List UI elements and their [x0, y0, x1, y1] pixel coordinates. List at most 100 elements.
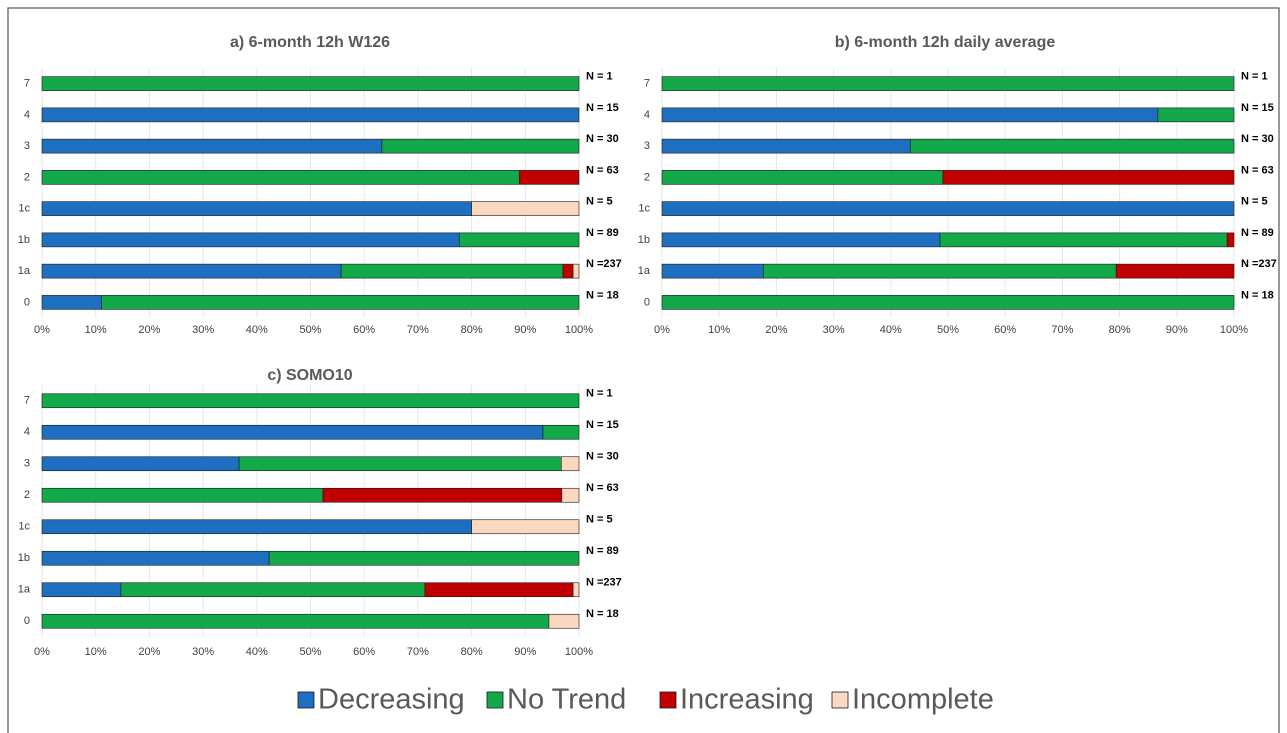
- n-label: N = 89: [586, 227, 619, 239]
- x-tick-label: 90%: [514, 646, 536, 658]
- y-tick-label: 4: [24, 109, 30, 121]
- n-label: N = 30: [586, 451, 619, 463]
- bar-segment: [661, 232, 941, 248]
- bar-segment: [762, 263, 1117, 279]
- n-label: N = 15: [1241, 102, 1274, 114]
- legend-swatch: [831, 691, 849, 709]
- n-label: N =237: [586, 577, 622, 589]
- bar-segment: [41, 170, 520, 185]
- y-tick-label: 1b: [18, 234, 30, 246]
- bar-segment: [560, 456, 580, 472]
- n-label: N = 5: [586, 196, 613, 208]
- bar-segment: [41, 456, 240, 472]
- x-tick-label: 70%: [1051, 324, 1073, 336]
- x-tick-label: 100%: [565, 324, 593, 336]
- x-tick-label: 60%: [994, 324, 1016, 336]
- x-tick-label: 30%: [192, 646, 214, 658]
- bar-segment: [661, 76, 1235, 91]
- frame: [7, 7, 1280, 733]
- n-label: N = 18: [586, 608, 619, 620]
- y-tick-label: 3: [24, 458, 30, 470]
- bar-segment: [41, 550, 270, 566]
- n-label: N =237: [586, 258, 622, 270]
- x-tick-label: 20%: [138, 324, 160, 336]
- bar-segment: [661, 263, 764, 279]
- x-tick-label: 0%: [654, 324, 670, 336]
- bar-segment: [548, 613, 580, 629]
- bar-segment: [41, 263, 342, 279]
- y-tick-label: 1c: [638, 203, 650, 215]
- x-tick-label: 20%: [138, 646, 160, 658]
- x-tick-label: 70%: [407, 646, 429, 658]
- bar-segment: [1226, 232, 1235, 248]
- bar-segment: [519, 170, 580, 185]
- bar-segment: [381, 138, 580, 154]
- bar-segment: [572, 582, 580, 598]
- y-tick-label: 1c: [18, 203, 30, 215]
- y-tick-label: 7: [24, 78, 30, 90]
- y-tick-label: 2: [24, 489, 30, 501]
- bar-segment: [41, 201, 472, 216]
- x-tick-label: 50%: [299, 646, 321, 658]
- x-tick-label: 0%: [34, 324, 50, 336]
- x-tick-label: 60%: [353, 646, 375, 658]
- n-label: N = 89: [1241, 227, 1274, 239]
- legend-label: Decreasing: [318, 684, 465, 716]
- bar-segment: [340, 263, 564, 279]
- chart-title: c) SOMO10: [267, 367, 352, 384]
- bar-segment: [661, 107, 1159, 123]
- x-tick-label: 70%: [407, 324, 429, 336]
- y-tick-label: 3: [24, 140, 30, 152]
- n-label: N = 30: [1241, 133, 1274, 145]
- bar-segment: [41, 295, 102, 310]
- n-label: N = 63: [586, 482, 619, 494]
- n-label: N = 1: [586, 388, 613, 400]
- n-label: N = 1: [1241, 71, 1268, 83]
- bar-segment: [939, 232, 1228, 248]
- bar-segment: [661, 170, 944, 185]
- n-label: N = 63: [1241, 164, 1274, 176]
- y-tick-label: 1a: [18, 584, 31, 596]
- bar-segment: [238, 456, 562, 472]
- x-tick-label: 30%: [823, 324, 845, 336]
- legend-label: No Trend: [507, 684, 626, 716]
- bar-segment: [41, 232, 460, 248]
- legend-swatch: [486, 691, 504, 709]
- y-tick-label: 0: [24, 296, 30, 308]
- y-tick-label: 4: [24, 426, 30, 438]
- n-label: N = 63: [586, 164, 619, 176]
- chart-title: a) 6-month 12h W126: [230, 34, 390, 51]
- bar-segment: [458, 232, 580, 248]
- bar-segment: [661, 201, 1235, 216]
- bar-segment: [1115, 263, 1235, 279]
- bar-segment: [41, 487, 324, 503]
- x-tick-label: 80%: [1109, 324, 1131, 336]
- n-label: N = 5: [1241, 196, 1268, 208]
- n-label: N = 18: [1241, 289, 1274, 301]
- bar-segment: [471, 201, 580, 216]
- x-tick-label: 60%: [353, 324, 375, 336]
- n-label: N = 30: [586, 133, 619, 145]
- bar-segment: [101, 295, 580, 310]
- x-tick-label: 40%: [246, 646, 268, 658]
- bar-segment: [41, 424, 544, 440]
- legend-label: Incomplete: [852, 684, 994, 716]
- x-tick-label: 20%: [765, 324, 787, 336]
- n-label: N = 89: [586, 545, 619, 557]
- bar-segment: [424, 582, 574, 598]
- bar-segment: [572, 263, 580, 279]
- bar-segment: [471, 519, 580, 535]
- legend-label: Increasing: [680, 684, 814, 716]
- bar-segment: [562, 263, 574, 279]
- y-tick-label: 7: [24, 395, 30, 407]
- bar-segment: [41, 613, 550, 629]
- n-label: N =237: [1241, 258, 1277, 270]
- bar-segment: [942, 170, 1235, 185]
- x-tick-label: 10%: [708, 324, 730, 336]
- y-tick-label: 1b: [638, 234, 650, 246]
- x-tick-label: 90%: [514, 324, 536, 336]
- n-label: N = 15: [586, 102, 619, 114]
- bar-segment: [120, 582, 426, 598]
- y-tick-label: 4: [644, 109, 650, 121]
